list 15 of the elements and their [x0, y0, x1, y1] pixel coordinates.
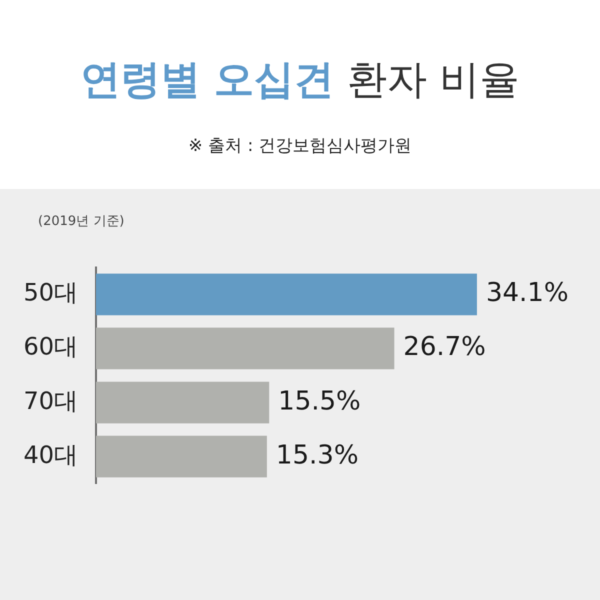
- data-label: 26.7%: [403, 332, 486, 362]
- y-tick-label: 70대: [23, 386, 78, 415]
- y-tick-label: 50대: [23, 278, 78, 307]
- chart-title: 연령별 오십견 환자 비율: [80, 57, 520, 103]
- bar: [96, 328, 394, 370]
- bar: [96, 436, 267, 478]
- bar: [96, 274, 477, 316]
- chart-subtitle: ※ 출처 : 건강보험심사평가원: [187, 135, 413, 158]
- y-tick-label: 40대: [23, 440, 78, 469]
- data-label: 15.5%: [278, 386, 361, 416]
- text: (2019년 기준): [38, 213, 124, 231]
- bar: [96, 382, 270, 424]
- y-tick-label: 60대: [23, 332, 78, 361]
- data-label: 34.1%: [486, 278, 569, 308]
- data-label: 15.3%: [276, 440, 359, 470]
